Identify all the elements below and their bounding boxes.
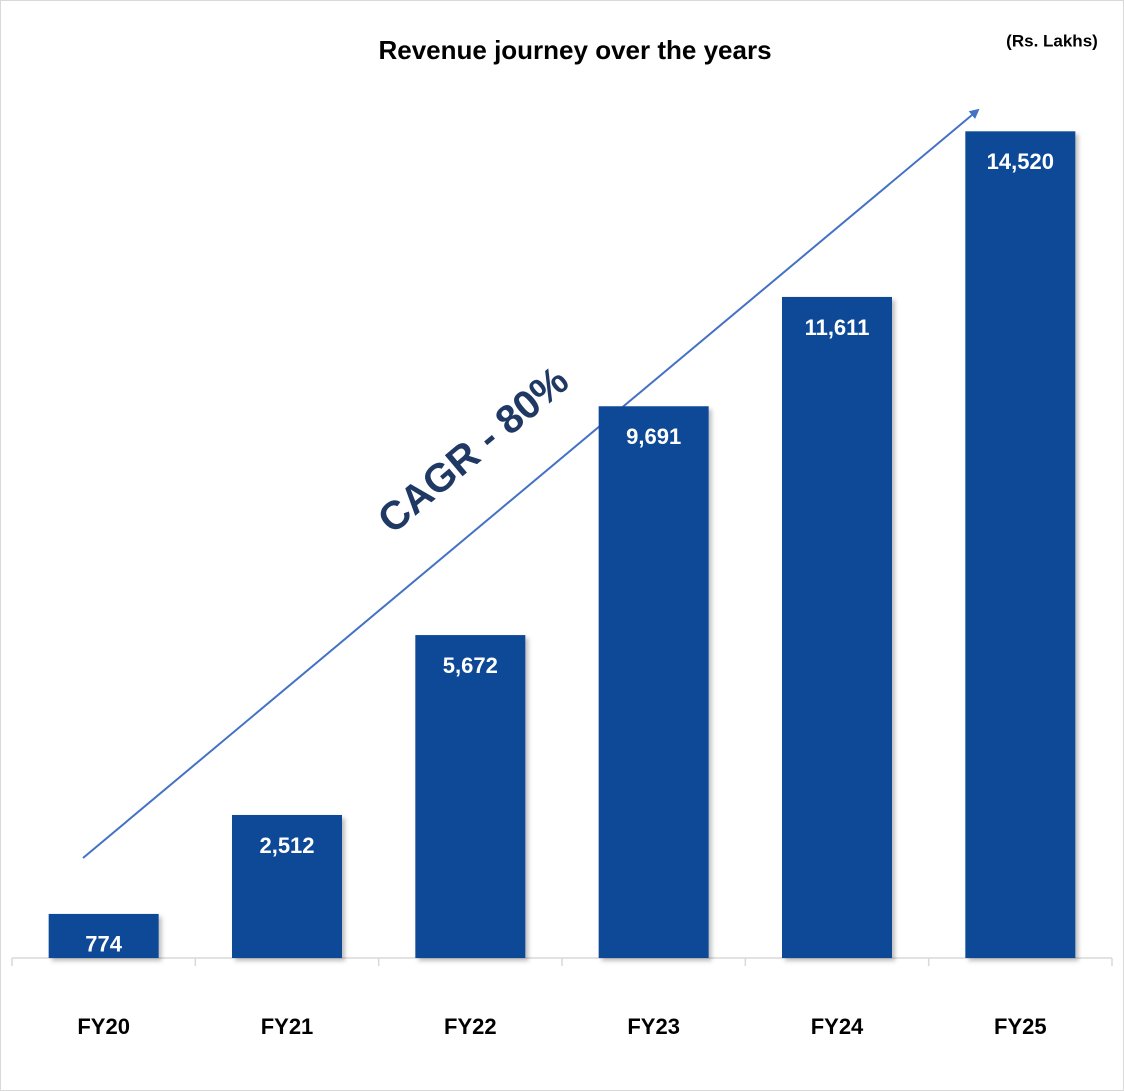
bar xyxy=(415,635,526,958)
bar xyxy=(782,296,892,959)
x-tick-label: FY24 xyxy=(811,1014,864,1039)
bar xyxy=(965,131,1076,958)
chart-title: Revenue journey over the years xyxy=(378,35,771,65)
value-label: 2,512 xyxy=(259,833,314,858)
x-tick-label: FY20 xyxy=(77,1014,130,1039)
unit-label: (Rs. Lakhs) xyxy=(1006,31,1098,50)
value-label: 9,691 xyxy=(626,424,681,449)
x-tick-label: FY21 xyxy=(261,1014,314,1039)
value-label: 5,672 xyxy=(443,653,498,678)
value-label: 14,520 xyxy=(987,149,1054,174)
x-tick-label: FY22 xyxy=(444,1014,497,1039)
x-tick-label: FY25 xyxy=(994,1014,1047,1039)
bar xyxy=(232,814,342,958)
bar xyxy=(48,913,159,958)
x-tick-label: FY23 xyxy=(627,1014,680,1039)
value-label: 774 xyxy=(85,932,122,957)
trend-arrow xyxy=(82,108,980,859)
value-label: 11,611 xyxy=(805,315,870,340)
bar xyxy=(598,406,709,959)
